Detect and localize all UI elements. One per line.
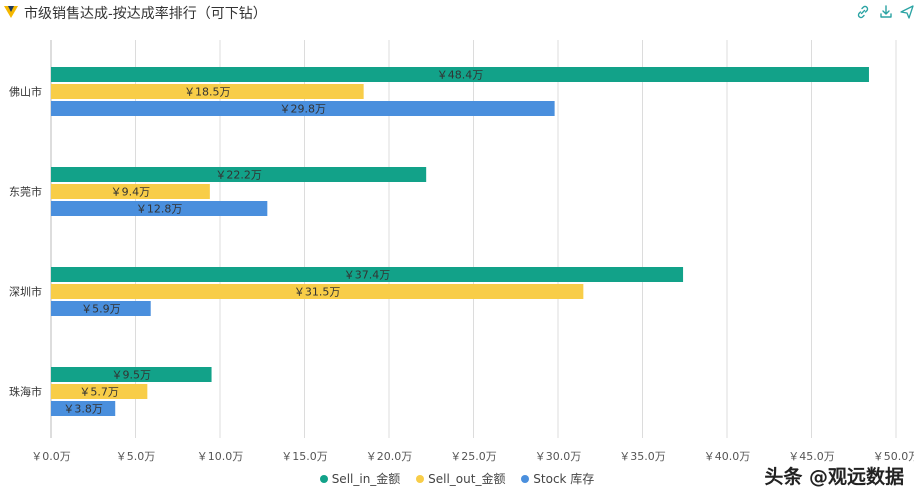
bar (51, 367, 212, 382)
link-icon[interactable] (855, 4, 871, 20)
legend-item-sell-out[interactable]: Sell_out_金额 (416, 470, 505, 487)
bar (51, 384, 148, 399)
bar (51, 101, 555, 116)
data-label: ￥12.8万 (136, 203, 183, 216)
category-label: 深圳市 (9, 285, 42, 299)
data-label: ￥5.9万 (81, 303, 121, 316)
legend-label-stock: Stock 库存 (533, 472, 595, 486)
chart-title: 市级销售达成-按达成率排行（可下钻） (24, 6, 267, 22)
legend-label-sell-out: Sell_out_金额 (428, 472, 506, 486)
x-tick-label: ￥5.0万 (116, 450, 156, 463)
bar (51, 184, 210, 199)
legend-dot-stock (521, 475, 530, 483)
x-tick-label: ￥35.0万 (619, 450, 666, 463)
x-tick-label: ￥10.0万 (197, 450, 244, 463)
legend-label-sell-in: Sell_in_金额 (331, 472, 401, 486)
bar (51, 67, 869, 82)
x-tick-label: ￥30.0万 (535, 450, 582, 463)
category-label: 佛山市 (9, 85, 42, 99)
legend-item-stock[interactable]: Stock 库存 (521, 470, 594, 487)
bar (51, 84, 364, 99)
bar (51, 267, 684, 282)
x-tick-label: ￥25.0万 (450, 450, 497, 463)
data-label: ￥48.4万 (437, 69, 484, 82)
data-label: ￥5.7万 (79, 386, 119, 399)
data-label: ￥29.8万 (280, 103, 327, 116)
bar (51, 167, 427, 182)
data-label: ￥22.2万 (215, 169, 262, 182)
watermark: 头条 @观远数据 (764, 466, 904, 488)
bar (51, 301, 151, 316)
data-label: ￥37.4万 (344, 269, 391, 282)
share-icon[interactable] (899, 4, 914, 20)
category-label: 东莞市 (9, 185, 42, 199)
x-tick-label: ￥50.0万 (873, 450, 914, 463)
data-label: ￥18.5万 (184, 86, 231, 99)
legend: Sell_in_金额 Sell_out_金额 Stock 库存 (0, 470, 914, 487)
bar (51, 401, 116, 416)
x-tick-label: ￥0.0万 (31, 450, 71, 463)
x-tick-label: ￥40.0万 (704, 450, 751, 463)
bar (51, 201, 268, 216)
bar (51, 284, 584, 299)
data-label: ￥31.5万 (294, 286, 341, 299)
legend-dot-sell-out (416, 475, 425, 483)
x-tick-label: ￥20.0万 (366, 450, 413, 463)
data-label: ￥3.8万 (63, 403, 103, 416)
data-label: ￥9.5万 (112, 369, 152, 382)
x-tick-label: ￥15.0万 (281, 450, 328, 463)
legend-dot-sell-in (319, 475, 328, 483)
chart-header: 市级销售达成-按达成率排行（可下钻） (0, 0, 914, 26)
x-tick-label: ￥45.0万 (788, 450, 835, 463)
legend-item-sell-in[interactable]: Sell_in_金额 (319, 470, 401, 487)
data-label: ￥9.4万 (111, 186, 151, 199)
app-logo-icon (4, 6, 18, 18)
category-label: 珠海市 (9, 385, 42, 399)
download-icon[interactable] (878, 4, 894, 20)
